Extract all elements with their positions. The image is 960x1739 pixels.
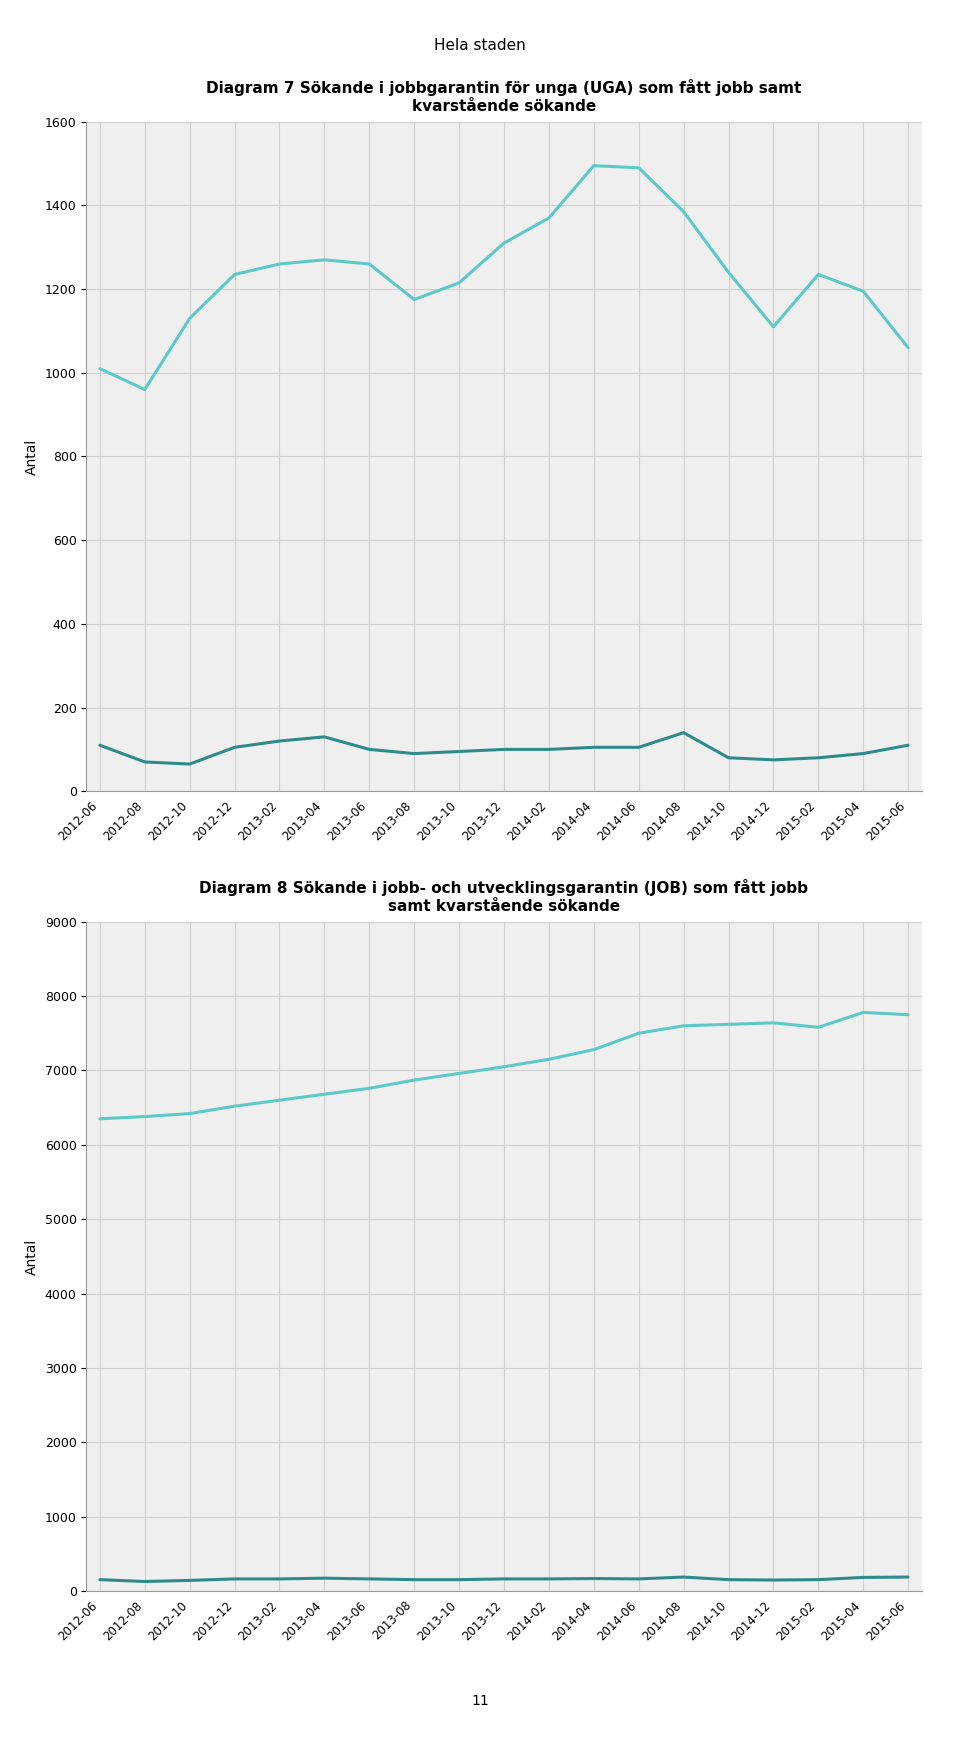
Y-axis label: Antal: Antal bbox=[25, 438, 39, 475]
Title: Diagram 8 Sökande i jobb- och utvecklingsgarantin (JOB) som fått jobb
samt kvars: Diagram 8 Sökande i jobb- och utveckling… bbox=[200, 880, 808, 913]
Text: 11: 11 bbox=[471, 1694, 489, 1708]
Text: Hela staden: Hela staden bbox=[434, 38, 526, 54]
Y-axis label: Antal: Antal bbox=[25, 1238, 39, 1275]
Title: Diagram 7 Sökande i jobbgarantin för unga (UGA) som fått jobb samt
kvarstående s: Diagram 7 Sökande i jobbgarantin för ung… bbox=[206, 80, 802, 113]
Legend: Samtliga som gått från UGA till arbete, Sökande i UGA: Samtliga som gått från UGA till arbete, … bbox=[258, 962, 750, 986]
